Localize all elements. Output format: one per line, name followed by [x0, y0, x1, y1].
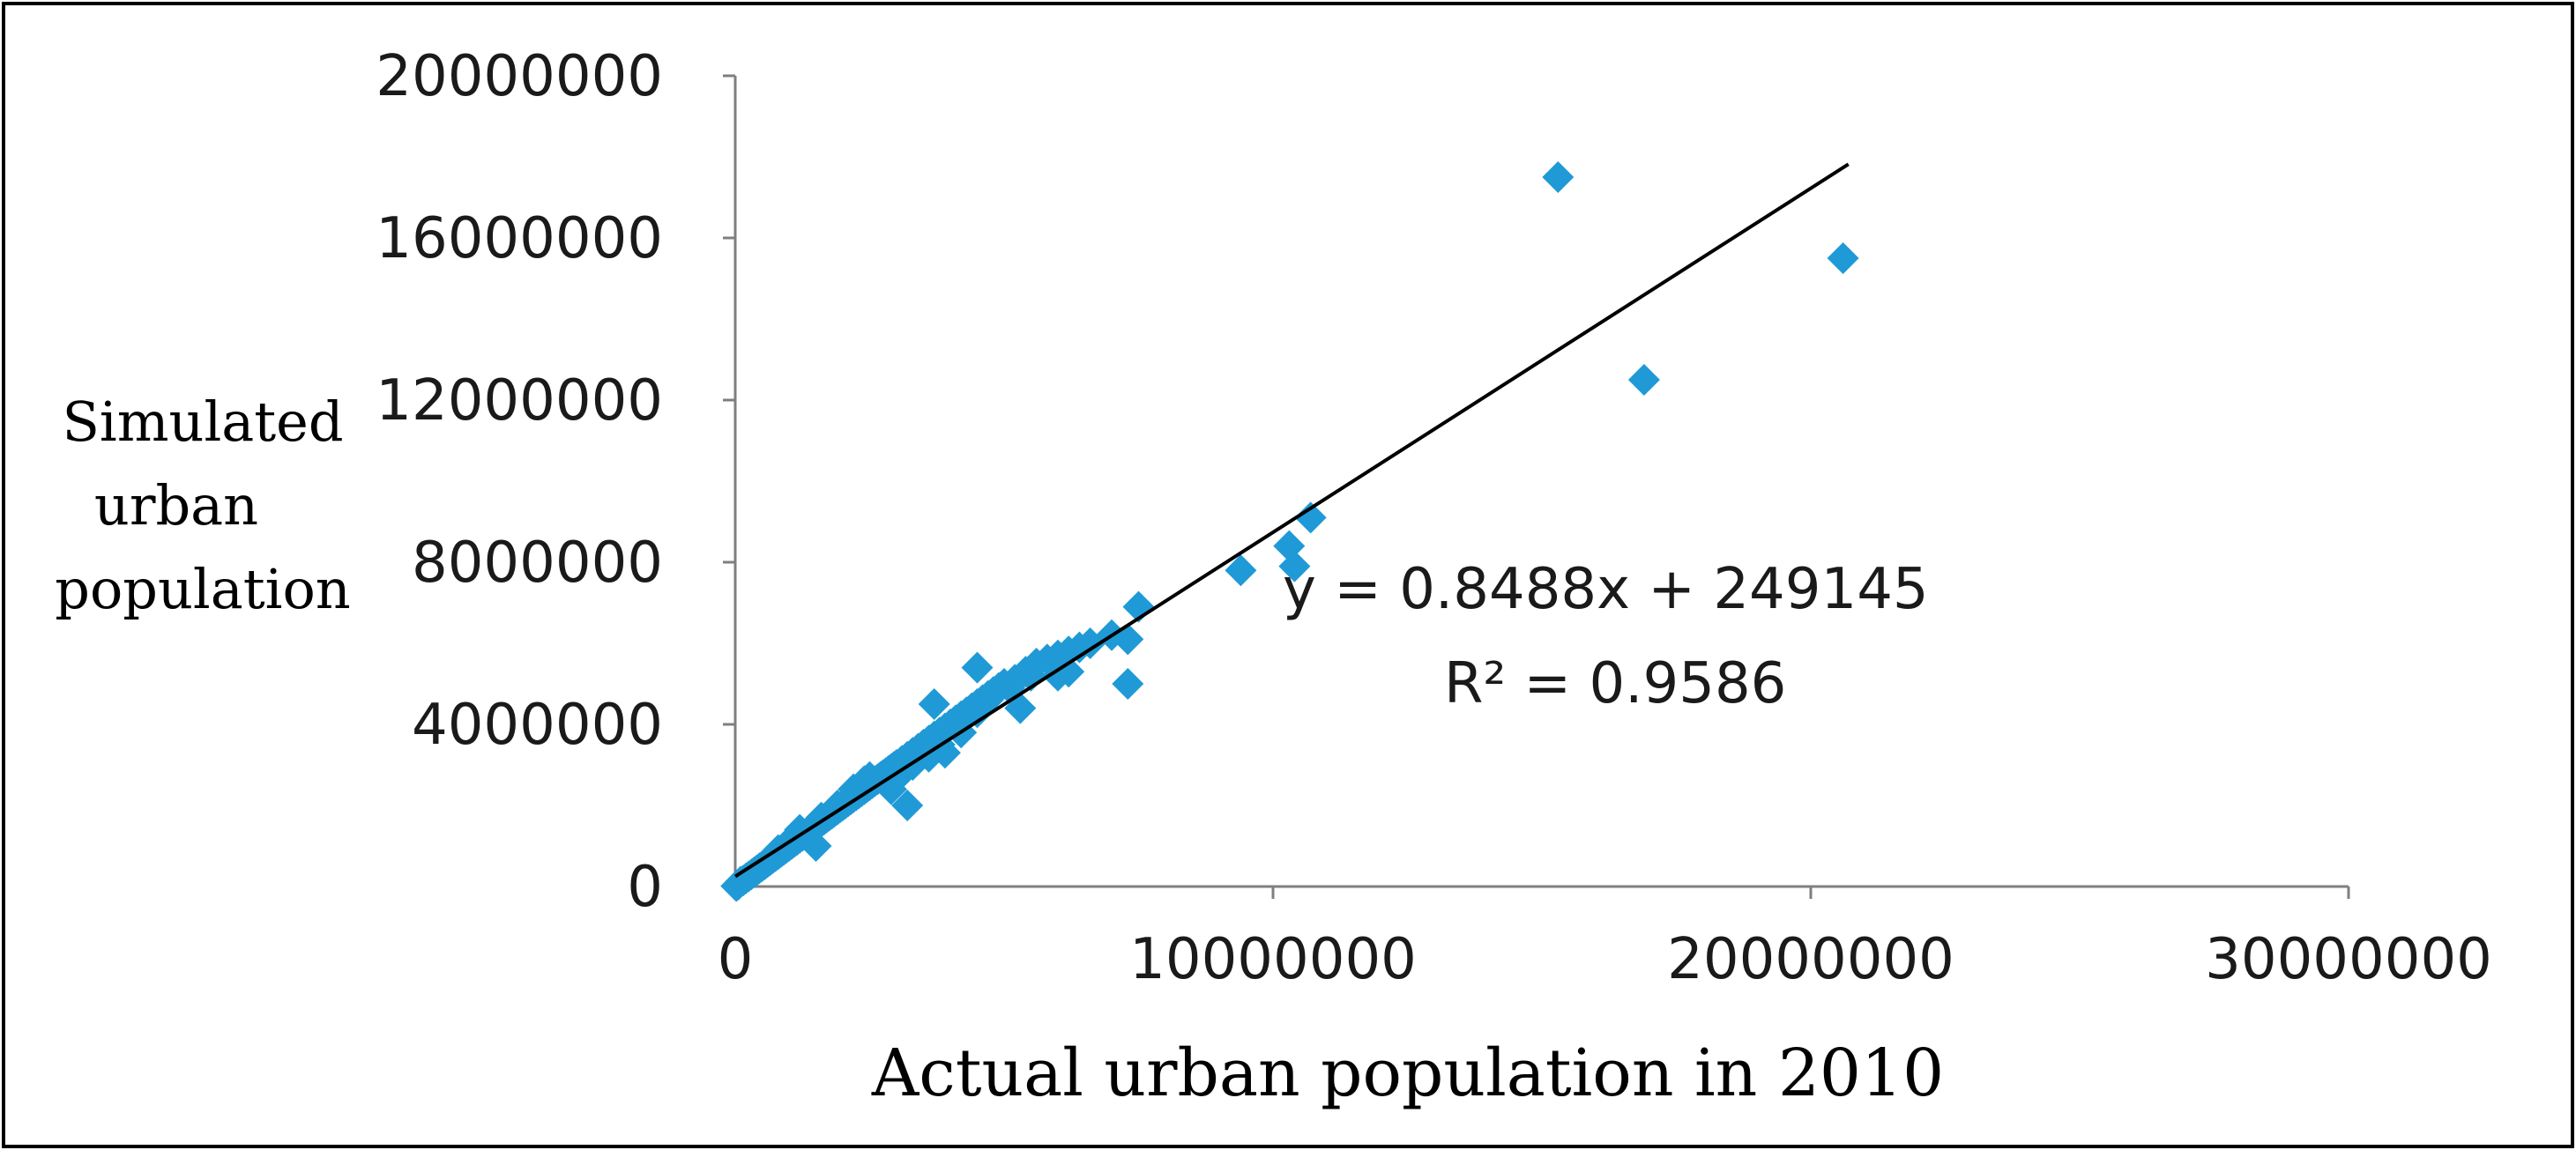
axes: 0 10000000 20000000 30000000 0 4000000 800000… — [376, 44, 2492, 992]
y-tick-label: 20000000 — [376, 44, 663, 109]
data-point — [1542, 161, 1575, 193]
data-point — [784, 813, 816, 846]
y-tick-label: 12000000 — [376, 368, 663, 434]
data-point — [821, 790, 853, 821]
data-point — [961, 651, 994, 684]
y-ticks: 0 4000000 8000000 12000000 16000000 20000000 — [376, 44, 735, 920]
trendline-r-squared: R² = 0.9586 — [1444, 651, 1786, 716]
trendline-equation: y = 0.8488x + 249145 — [1283, 557, 1929, 622]
data-point — [891, 790, 924, 821]
data-point — [1278, 550, 1311, 582]
data-point — [1112, 668, 1144, 700]
x-tick-label: 30000000 — [2205, 927, 2492, 992]
data-point — [1225, 554, 1257, 587]
data-point — [918, 688, 950, 720]
x-tick-label: 20000000 — [1667, 927, 1954, 992]
y-axis-title-line-3: population — [55, 557, 350, 621]
y-tick-label: 4000000 — [412, 693, 663, 758]
y-tick-label: 0 — [627, 855, 663, 920]
y-axis-title-line-2: urban — [94, 473, 258, 538]
y-tick-label: 8000000 — [412, 530, 663, 596]
data-point — [928, 737, 961, 769]
x-tick-label: 10000000 — [1129, 927, 1417, 992]
trendline — [733, 162, 1850, 879]
data-point — [1627, 364, 1660, 396]
x-tick-label: 0 — [718, 927, 754, 992]
y-tick-label: 16000000 — [376, 206, 663, 271]
data-point — [1294, 501, 1327, 534]
x-axis-title: Actual urban population in 2010 — [871, 1035, 1944, 1111]
x-ticks: 0 10000000 20000000 30000000 — [718, 887, 2492, 992]
data-point — [1042, 659, 1074, 692]
data-point — [800, 830, 832, 862]
data-point — [1827, 242, 1859, 274]
y-axis-title-line-1: Simulated — [62, 390, 343, 454]
